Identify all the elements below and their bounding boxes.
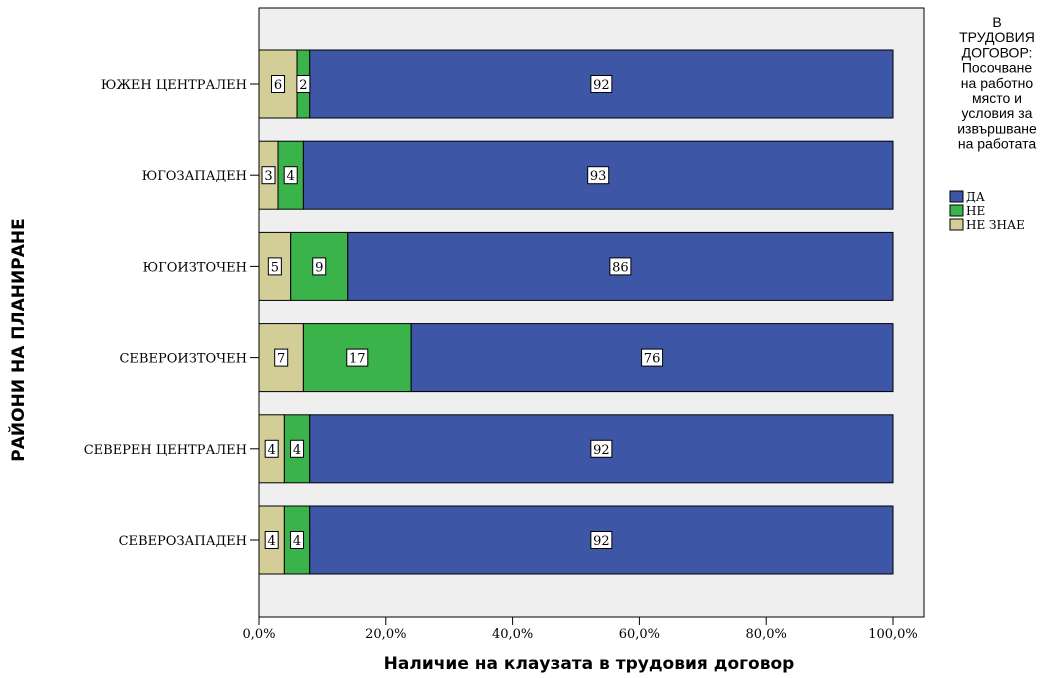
legend-swatch: [949, 204, 964, 217]
data-label-box: [271, 75, 286, 93]
data-label: 9: [315, 260, 323, 275]
data-label-box: [290, 439, 305, 458]
data-label: 5: [271, 260, 279, 275]
legend-title-line: извършване: [957, 120, 1037, 136]
data-label: 76: [644, 352, 661, 367]
data-label-box: [590, 531, 613, 549]
category-label: ЮГОЗАПАДЕН: [142, 169, 247, 184]
data-label: 4: [268, 443, 276, 458]
y-axis: ЮЖЕН ЦЕНТРАЛЕН ЮГОЗАПАДЕН ЮГОИЗТОЧЕН СЕВЕРО…: [84, 8, 260, 617]
data-label: 6: [274, 78, 282, 93]
category-label: ЮЖЕН ЦЕНТРАЛЕН: [101, 78, 247, 93]
data-label-box: [641, 348, 664, 367]
data-label-box: [590, 439, 613, 458]
data-label: 3: [264, 169, 272, 184]
legend-title-line: ТРУДОВИЯ: [959, 29, 1035, 45]
category-label: СЕВЕРОЗАПАДЕН: [119, 534, 247, 549]
category-label: СЕВЕРОИЗТОЧЕН: [119, 352, 247, 367]
data-label: 92: [593, 78, 610, 93]
legend-title-line: ДОГОВОР:: [962, 44, 1033, 60]
data-label: 92: [593, 443, 610, 458]
data-label-box: [290, 531, 305, 549]
legend-label: ДА: [966, 190, 985, 204]
data-label-box: [283, 166, 298, 185]
legend-label: НЕ: [966, 204, 985, 218]
x-axis: 0,0% 20,0% 40,0% 60,0% 80,0% 100,0%: [242, 617, 918, 642]
x-tick-label: 100,0%: [868, 627, 918, 642]
data-label-box: [312, 257, 327, 276]
data-label-box: [274, 348, 289, 367]
data-label: 4: [293, 443, 301, 458]
data-label-box: [590, 75, 613, 93]
legend-label: НЕ ЗНАЕ: [966, 218, 1025, 232]
legend-title-line: В: [992, 14, 1001, 30]
data-labels-layer: 6 2 923 4 935 9 867 17 764 4 924 4 92: [261, 75, 664, 549]
legend-swatch: [949, 190, 964, 203]
data-label: 93: [590, 169, 607, 184]
x-axis-title: Наличие на клаузата в трудовия договор: [384, 654, 795, 674]
x-tick-label: 60,0%: [619, 627, 660, 642]
data-label-box: [261, 166, 276, 185]
data-label: 2: [299, 78, 307, 93]
data-label: 4: [268, 534, 276, 549]
data-label-box: [267, 257, 282, 276]
legend-title-line: място и: [972, 90, 1022, 106]
bar-segment: [258, 414, 285, 484]
data-label-box: [609, 257, 632, 276]
category-label: СЕВЕРЕН ЦЕНТРАЛЕН: [84, 443, 247, 458]
x-tick-label: 80,0%: [746, 627, 787, 642]
data-label: 4: [287, 169, 295, 184]
data-label: 17: [349, 352, 366, 367]
data-label: 4: [293, 534, 301, 549]
data-label: 86: [612, 260, 629, 275]
data-label: 7: [277, 352, 285, 367]
data-label-box: [346, 348, 369, 367]
category-label: ЮГОИЗТОЧЕН: [143, 260, 247, 275]
legend-title-line: условия за: [962, 105, 1033, 121]
x-tick-label: 0,0%: [242, 627, 275, 642]
data-label-box: [264, 439, 279, 458]
legend-swatch: [949, 218, 964, 231]
data-label: 92: [593, 534, 610, 549]
legend-title-line: Посочване: [962, 60, 1033, 76]
data-label-box: [587, 166, 610, 185]
data-label-box: [264, 531, 279, 549]
data-label-box: [296, 75, 311, 93]
x-tick-label: 40,0%: [492, 627, 533, 642]
legend-title-line: на работата: [958, 136, 1036, 152]
y-axis-title: РАЙОНИ НА ПЛАНИРАНЕ: [7, 218, 29, 461]
legend-title-line: на работно: [961, 75, 1034, 91]
x-tick-label: 20,0%: [365, 627, 406, 642]
